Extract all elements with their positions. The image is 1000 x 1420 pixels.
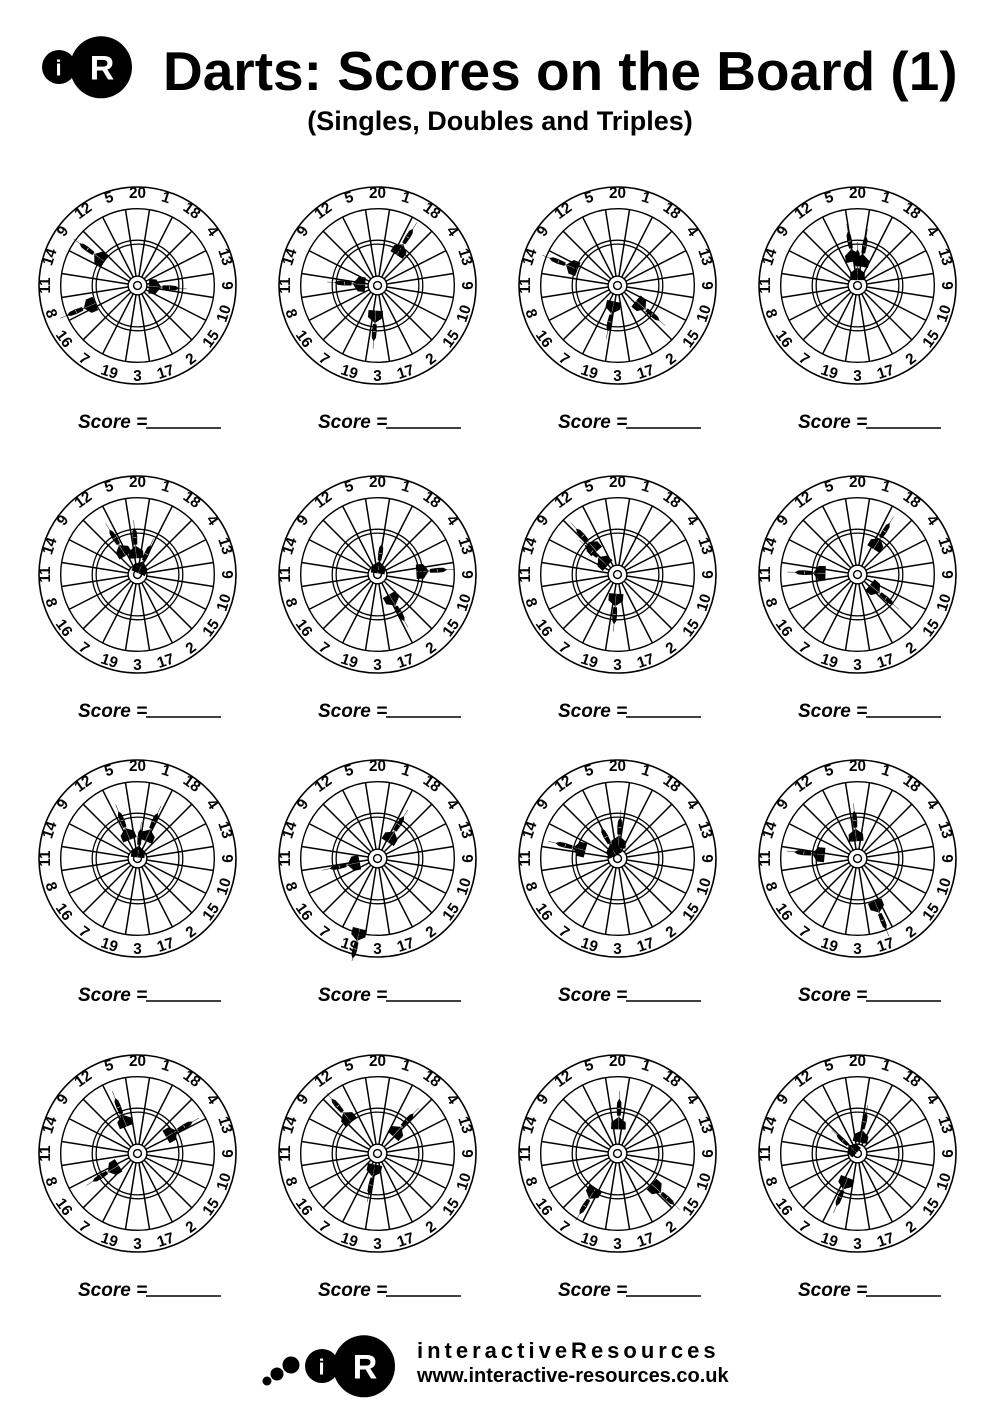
svg-text:i: i: [55, 56, 61, 81]
svg-text:3: 3: [373, 941, 382, 958]
svg-text:6: 6: [220, 570, 237, 579]
svg-text:3: 3: [133, 657, 142, 674]
svg-text:Score =: Score =: [78, 1280, 147, 1301]
svg-text:11: 11: [37, 277, 54, 294]
svg-text:11: 11: [277, 566, 294, 583]
svg-text:i: i: [318, 1355, 324, 1380]
svg-text:20: 20: [609, 185, 626, 202]
svg-text:3: 3: [613, 368, 622, 385]
svg-text:R: R: [353, 1348, 378, 1386]
svg-text:Score =: Score =: [78, 701, 147, 722]
svg-text:11: 11: [277, 277, 294, 294]
svg-text:3: 3: [133, 368, 142, 385]
svg-text:Score =: Score =: [798, 412, 867, 433]
svg-text:11: 11: [517, 1145, 534, 1162]
svg-text:6: 6: [220, 854, 237, 863]
svg-text:Score =: Score =: [318, 1280, 387, 1301]
svg-text:20: 20: [849, 758, 866, 775]
svg-text:6: 6: [940, 1149, 957, 1158]
svg-text:6: 6: [700, 570, 717, 579]
svg-text:Score =: Score =: [798, 1280, 867, 1301]
svg-text:3: 3: [373, 1236, 382, 1253]
svg-text:11: 11: [37, 850, 54, 867]
svg-text:Score =: Score =: [558, 1280, 627, 1301]
svg-text:Score =: Score =: [318, 985, 387, 1006]
svg-text:Score =: Score =: [798, 985, 867, 1006]
svg-text:11: 11: [277, 850, 294, 867]
svg-text:11: 11: [757, 850, 774, 867]
svg-text:Score =: Score =: [558, 412, 627, 433]
svg-text:3: 3: [613, 657, 622, 674]
svg-text:Darts: Scores on the Board (1): Darts: Scores on the Board (1): [163, 40, 958, 102]
svg-text:20: 20: [609, 474, 626, 491]
svg-text:11: 11: [517, 566, 534, 583]
svg-text:11: 11: [757, 566, 774, 583]
svg-text:11: 11: [37, 566, 54, 583]
svg-text:Score =: Score =: [558, 985, 627, 1006]
svg-text:3: 3: [853, 941, 862, 958]
svg-text:6: 6: [700, 854, 717, 863]
svg-text:20: 20: [369, 758, 386, 775]
svg-text:20: 20: [849, 1053, 866, 1070]
svg-text:6: 6: [220, 1149, 237, 1158]
svg-text:20: 20: [849, 185, 866, 202]
svg-text:3: 3: [133, 1236, 142, 1253]
svg-text:20: 20: [369, 474, 386, 491]
svg-text:3: 3: [613, 1236, 622, 1253]
svg-text:20: 20: [849, 474, 866, 491]
svg-text:3: 3: [853, 657, 862, 674]
svg-text:20: 20: [129, 474, 146, 491]
svg-text:www.interactive-resources.co.u: www.interactive-resources.co.uk: [416, 1365, 729, 1387]
svg-text:6: 6: [940, 570, 957, 579]
svg-text:3: 3: [853, 368, 862, 385]
svg-text:6: 6: [700, 1149, 717, 1158]
svg-text:Score =: Score =: [78, 985, 147, 1006]
svg-text:Score =: Score =: [798, 701, 867, 722]
svg-text:3: 3: [613, 941, 622, 958]
svg-text:3: 3: [373, 657, 382, 674]
svg-text:20: 20: [129, 185, 146, 202]
svg-text:6: 6: [460, 1149, 477, 1158]
svg-text:11: 11: [517, 850, 534, 867]
svg-text:3: 3: [853, 1236, 862, 1253]
svg-text:20: 20: [369, 1053, 386, 1070]
svg-text:(Singles, Doubles and Triples): (Singles, Doubles and Triples): [307, 106, 693, 136]
svg-text:6: 6: [220, 281, 237, 290]
svg-text:11: 11: [277, 1145, 294, 1162]
svg-text:11: 11: [517, 277, 534, 294]
svg-text:Score =: Score =: [558, 701, 627, 722]
svg-text:11: 11: [37, 1145, 54, 1162]
svg-text:6: 6: [460, 570, 477, 579]
svg-text:11: 11: [757, 277, 774, 294]
svg-text:Score =: Score =: [318, 412, 387, 433]
svg-text:11: 11: [757, 1145, 774, 1162]
svg-text:20: 20: [609, 758, 626, 775]
svg-text:20: 20: [609, 1053, 626, 1070]
svg-text:R: R: [90, 49, 115, 87]
svg-text:Score =: Score =: [318, 701, 387, 722]
svg-text:Score =: Score =: [78, 412, 147, 433]
svg-text:6: 6: [940, 281, 957, 290]
svg-text:6: 6: [700, 281, 717, 290]
svg-text:20: 20: [129, 1053, 146, 1070]
svg-text:6: 6: [460, 281, 477, 290]
svg-text:3: 3: [373, 368, 382, 385]
svg-text:3: 3: [133, 941, 142, 958]
svg-text:6: 6: [460, 854, 477, 863]
svg-text:20: 20: [129, 758, 146, 775]
svg-text:20: 20: [369, 185, 386, 202]
svg-text:6: 6: [940, 854, 957, 863]
svg-text:interactiveResources: interactiveResources: [417, 1338, 720, 1363]
